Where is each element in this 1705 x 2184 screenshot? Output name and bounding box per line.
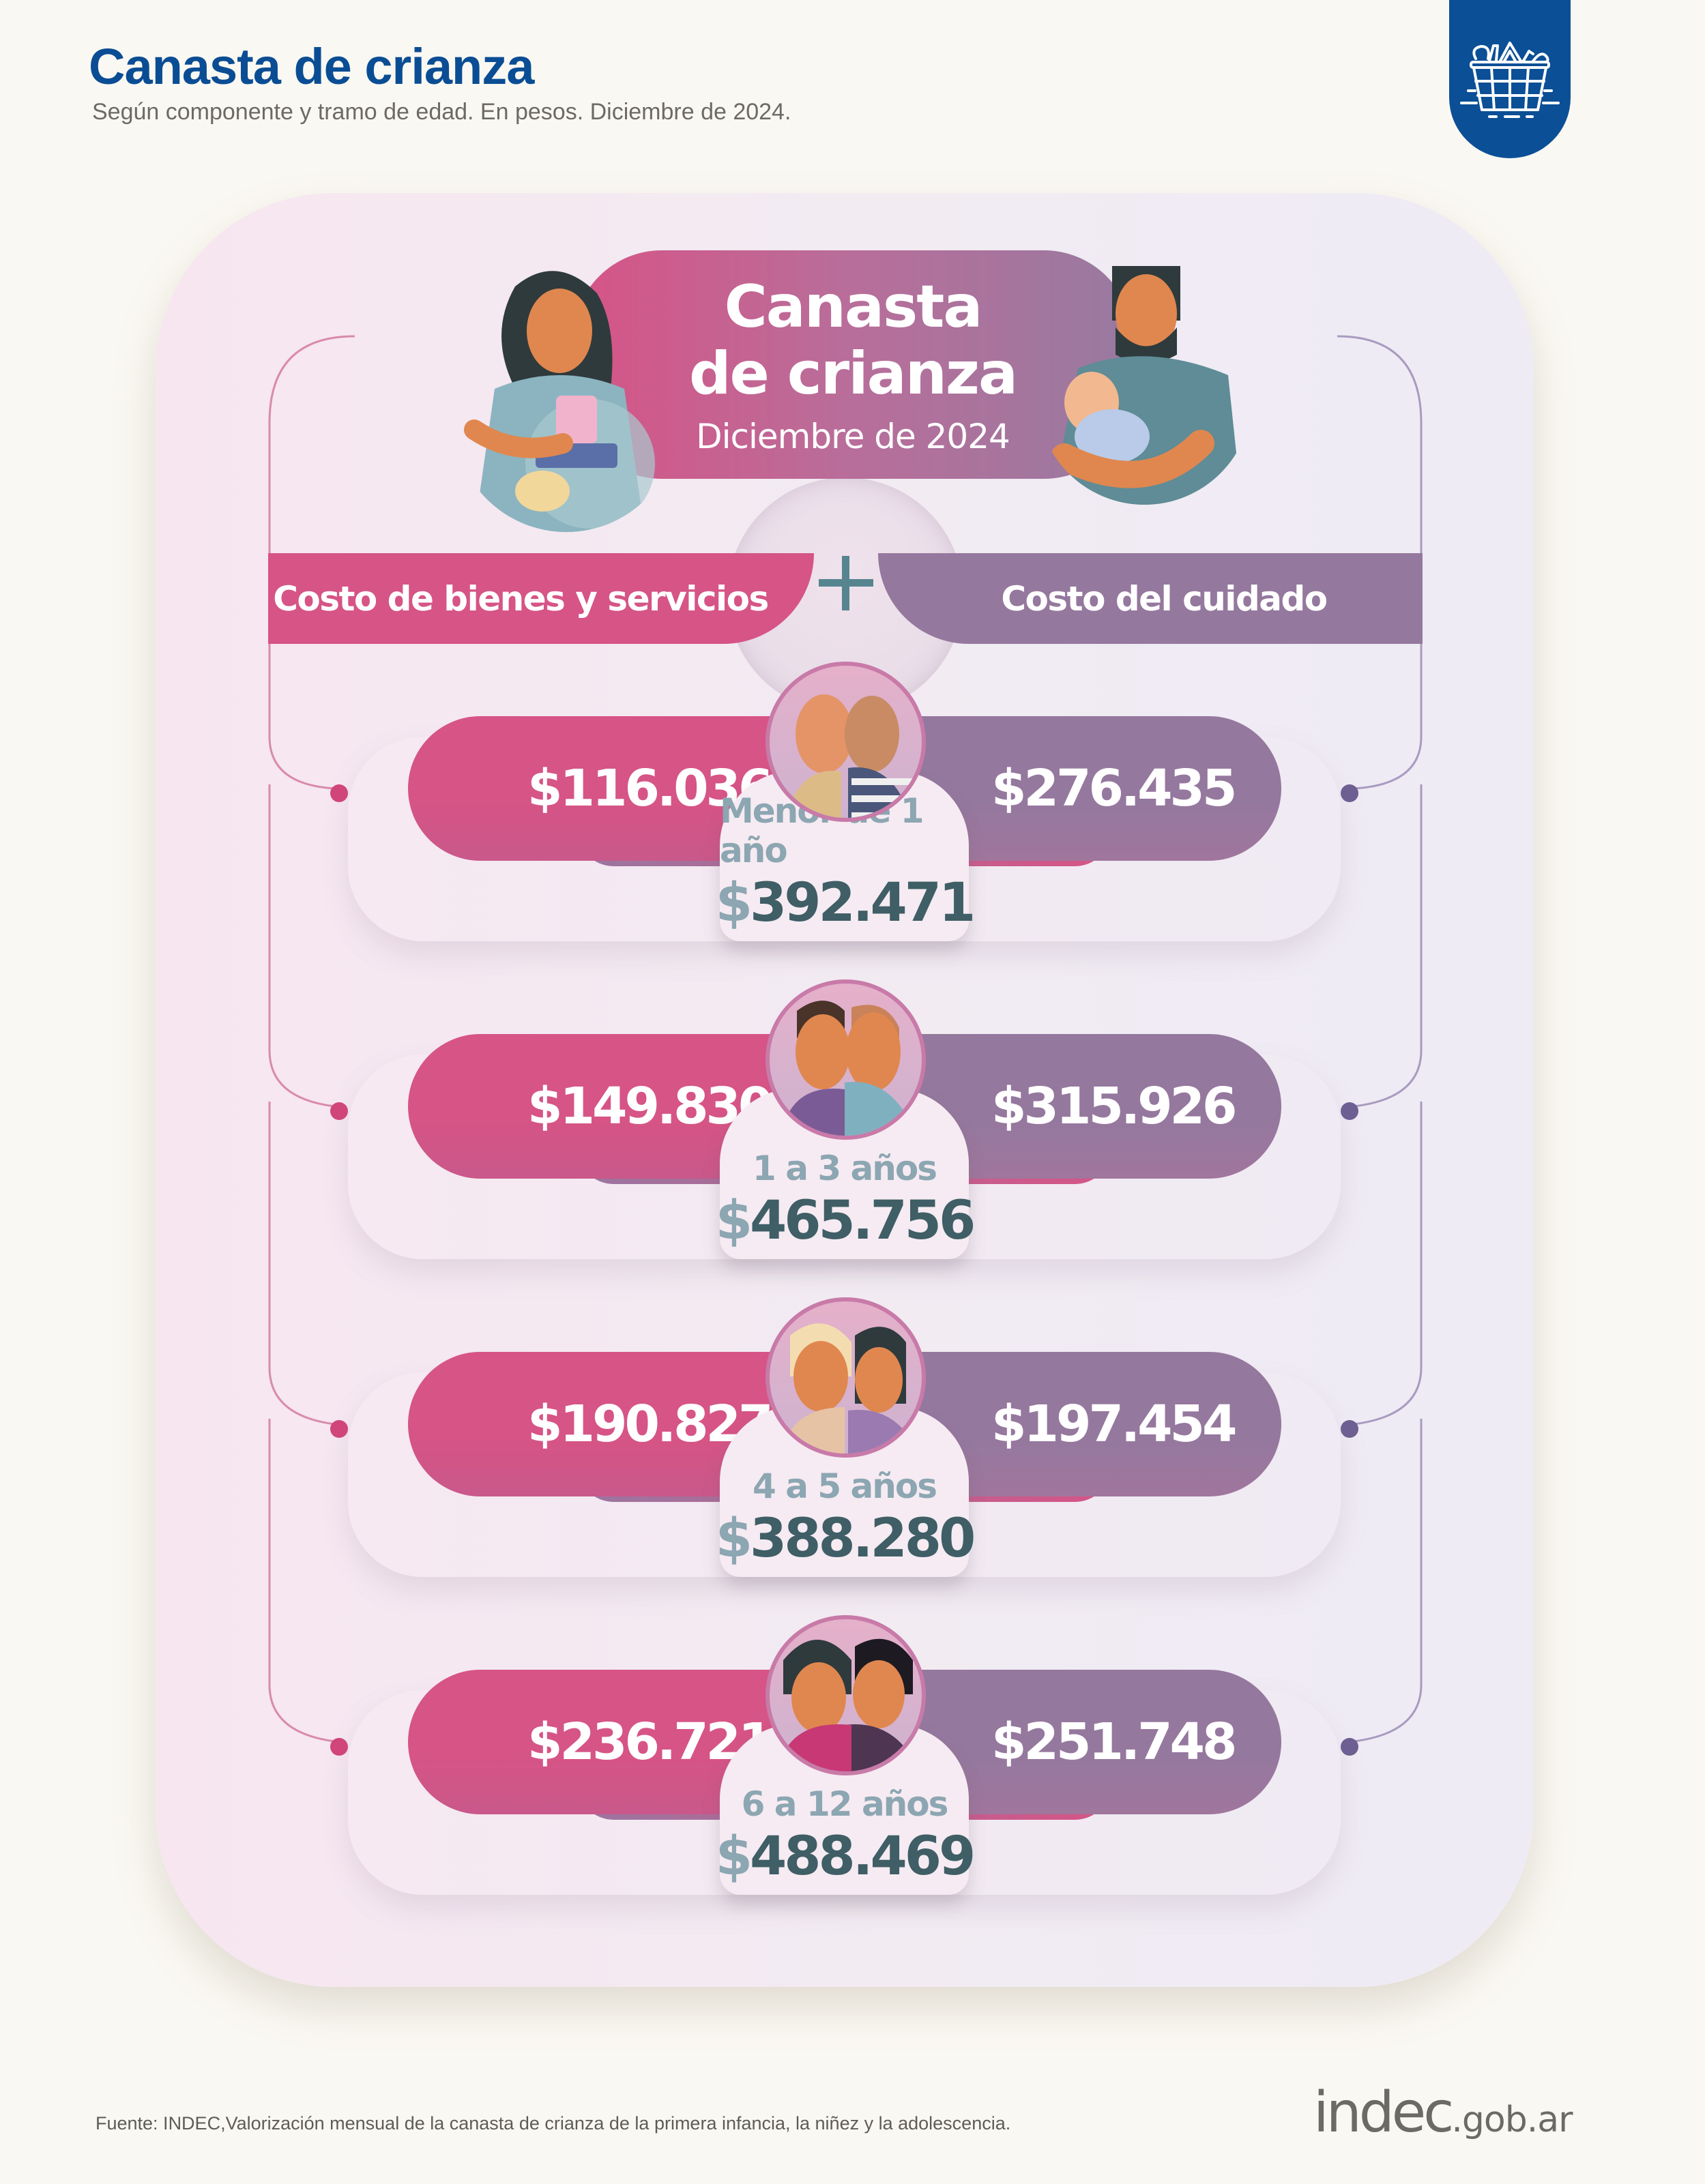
total-number: 392.471	[750, 872, 976, 934]
connector-dot-left	[330, 1420, 348, 1438]
father-illustration	[1037, 259, 1252, 505]
component-header-cuidado: Costo del cuidado	[878, 553, 1423, 644]
page-title: Canasta de crianza	[89, 38, 534, 95]
hero-date: Diciembre de 2024	[696, 416, 1010, 456]
connector-dot-right	[1341, 1102, 1358, 1120]
connector-dot-right	[1341, 1420, 1358, 1438]
plus-icon	[819, 556, 873, 610]
age-label: 6 a 12 años	[741, 1784, 949, 1824]
currency-symbol: $	[715, 1826, 753, 1887]
total-number: 388.280	[750, 1508, 976, 1569]
age-row-1: $149.830 $315.926 1 a 3 años $465.756	[0, 979, 1705, 1293]
age-label: 1 a 3 años	[753, 1149, 937, 1188]
currency-symbol: $	[715, 1190, 753, 1252]
mother-illustration	[454, 259, 679, 532]
logo-domain: .gob.ar	[1451, 2099, 1573, 2140]
indec-logo[interactable]: indec .gob.ar	[1313, 2080, 1573, 2145]
toddler-avatar	[766, 979, 926, 1140]
hero-title-line1: Canasta	[724, 272, 983, 341]
total-value: $388.280	[715, 1506, 976, 1571]
source-note: Fuente: INDEC,Valorización mensual de la…	[96, 2113, 1011, 2134]
total-number: 488.469	[750, 1826, 976, 1887]
hero-banner: Canasta de crianza Diciembre de 2024	[573, 250, 1133, 479]
age-row-2: $190.827 $197.454 4 a 5 años $388.280	[0, 1297, 1705, 1611]
total-number: 465.756	[750, 1190, 976, 1252]
total-value: $392.471	[715, 870, 976, 936]
age-row-0: $116.036 $276.435 Menor de 1 año $392.47…	[0, 662, 1705, 975]
child-avatar	[766, 1297, 926, 1458]
connector-dot-left	[330, 784, 348, 802]
component-header-bienes: Costo de bienes y servicios	[268, 553, 814, 644]
total-card: 1 a 3 años $465.756	[716, 1089, 976, 1259]
age-row-3: $236.721 $251.748 6 a 12 años $488.469	[0, 1615, 1705, 1929]
connector-dot-left	[330, 1102, 348, 1120]
age-label: 4 a 5 años	[753, 1466, 937, 1506]
currency-symbol: $	[715, 1508, 753, 1569]
logo-main: indec	[1313, 2080, 1454, 2145]
baby-avatar	[766, 662, 926, 822]
currency-symbol: $	[715, 872, 753, 934]
total-value: $488.469	[715, 1824, 976, 1889]
connector-dot-right	[1341, 1738, 1358, 1756]
connector-dot-right	[1341, 784, 1358, 802]
page-subtitle: Según componente y tramo de edad. En pes…	[92, 99, 791, 125]
total-value: $465.756	[715, 1188, 976, 1254]
hero-title-line2: de crianza	[688, 339, 1018, 408]
shopping-basket-icon	[1460, 42, 1560, 118]
preteen-avatar	[766, 1615, 926, 1775]
basket-badge	[1449, 0, 1571, 158]
connector-dot-left	[330, 1738, 348, 1756]
